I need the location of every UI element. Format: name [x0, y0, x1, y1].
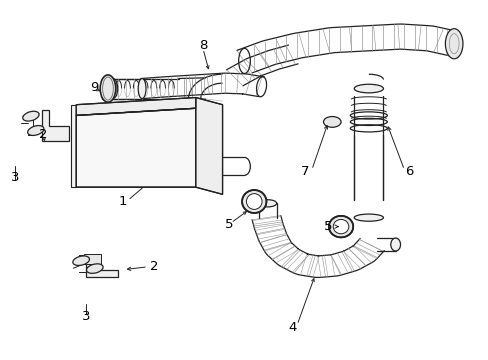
Text: 8: 8: [199, 39, 207, 52]
Polygon shape: [42, 110, 69, 140]
Ellipse shape: [73, 256, 89, 265]
Text: 3: 3: [81, 310, 90, 324]
Text: 5: 5: [324, 220, 332, 233]
Ellipse shape: [138, 78, 146, 99]
Ellipse shape: [332, 220, 348, 234]
Ellipse shape: [102, 78, 109, 99]
Text: 3: 3: [11, 171, 20, 184]
Ellipse shape: [86, 264, 103, 273]
Text: 2: 2: [150, 260, 158, 273]
Ellipse shape: [246, 194, 262, 210]
Text: 2: 2: [39, 127, 48, 141]
Ellipse shape: [390, 238, 400, 251]
Ellipse shape: [23, 111, 39, 121]
Text: 9: 9: [90, 81, 98, 94]
Ellipse shape: [323, 117, 340, 127]
Ellipse shape: [445, 29, 462, 59]
Polygon shape: [86, 255, 118, 277]
Polygon shape: [83, 253, 101, 264]
Ellipse shape: [353, 214, 383, 221]
Ellipse shape: [353, 84, 383, 93]
Ellipse shape: [100, 75, 116, 102]
Polygon shape: [76, 98, 195, 116]
Text: 5: 5: [224, 218, 233, 231]
Polygon shape: [195, 98, 222, 194]
Ellipse shape: [259, 200, 276, 207]
Polygon shape: [71, 105, 76, 187]
Text: 6: 6: [404, 165, 413, 177]
Ellipse shape: [328, 216, 352, 237]
Text: 1: 1: [118, 195, 126, 208]
Text: 4: 4: [287, 321, 296, 334]
Ellipse shape: [28, 126, 44, 135]
Text: 7: 7: [301, 165, 309, 177]
Polygon shape: [76, 108, 195, 187]
Ellipse shape: [242, 190, 266, 213]
